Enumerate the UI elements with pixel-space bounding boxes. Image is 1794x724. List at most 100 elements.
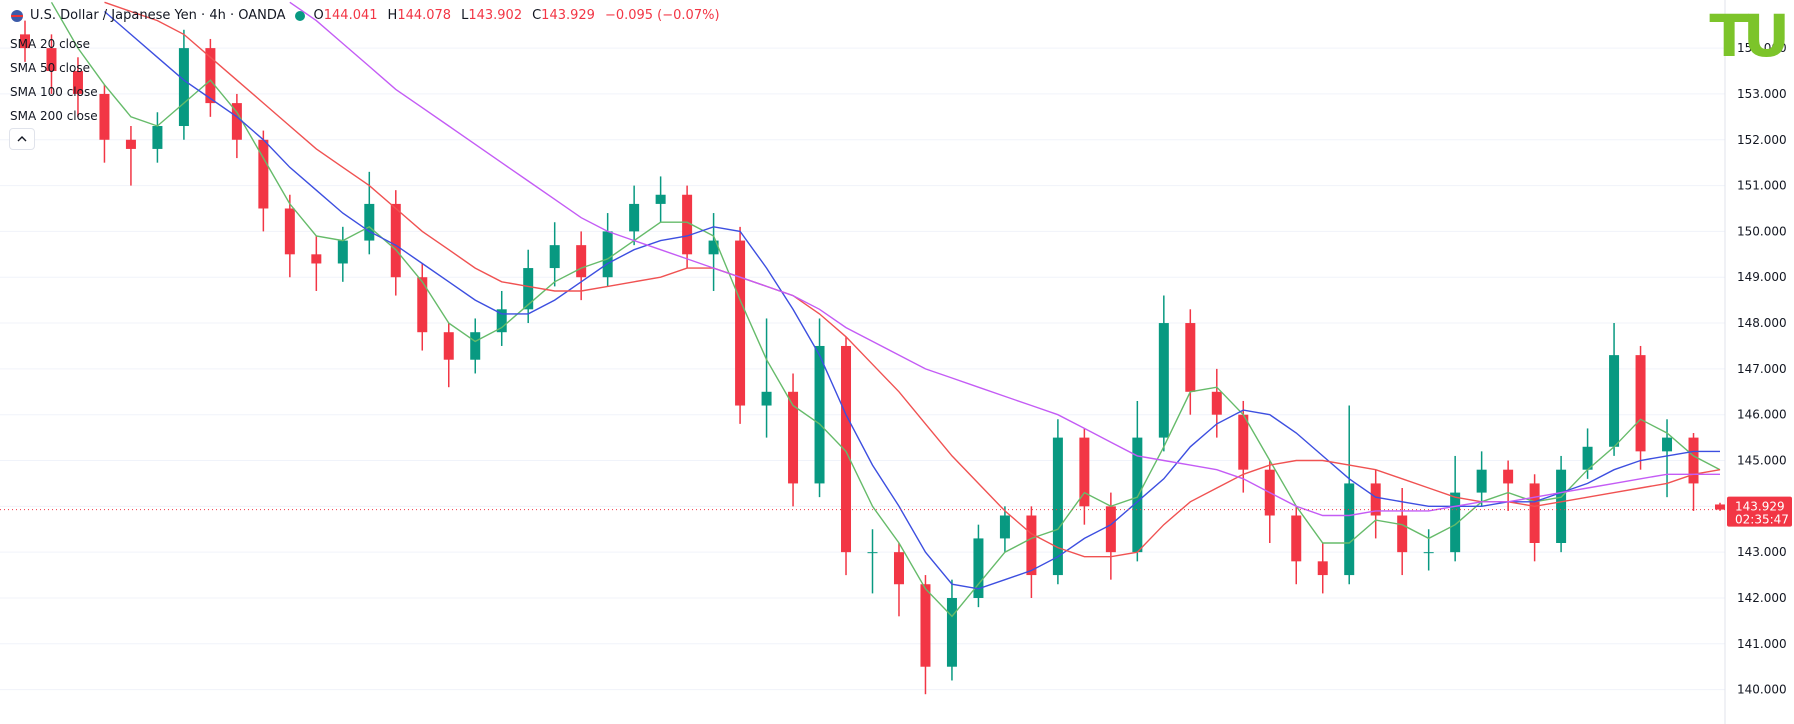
symbol: U.S. Dollar / Japanese Yen · 4h · OANDA (30, 8, 286, 23)
ohlc-key: H (387, 8, 398, 23)
candle-body (258, 139, 269, 209)
y-tick-label: 140.000 (1737, 683, 1787, 697)
candle-body (1715, 504, 1725, 510)
y-tick-label: 151.000 (1737, 179, 1787, 193)
candle-body (1635, 355, 1646, 452)
y-tick-label: 141.000 (1737, 637, 1787, 651)
y-tick-label: 145.000 (1737, 454, 1787, 468)
candle-body (602, 231, 613, 278)
candle-body (125, 139, 136, 149)
series (20, 1, 1725, 695)
ohlc-value: 143.902 (468, 8, 523, 23)
candle-body (99, 93, 110, 140)
y-tick-label: 148.000 (1737, 316, 1787, 330)
candle-body (496, 309, 507, 333)
candle-body (1529, 483, 1540, 543)
logo: TU (1709, 2, 1790, 70)
sma-line (104, 1, 1721, 558)
candle-body (1238, 414, 1249, 470)
candle-body (682, 194, 693, 255)
candle-body (1132, 437, 1143, 553)
candle-body (523, 268, 534, 310)
candle-body (841, 345, 852, 553)
y-tick-label: 147.000 (1737, 362, 1787, 376)
last-price-box (1727, 496, 1792, 527)
candle-body (364, 203, 375, 241)
ohlc-value: 144.041 (323, 8, 378, 23)
candle-body (629, 203, 640, 232)
legend-entry: SMA 20 close (10, 37, 90, 51)
sma-line (289, 1, 1720, 517)
candle-body (1503, 469, 1514, 484)
y-tick-label: 143.000 (1737, 545, 1787, 559)
candle-body (20, 34, 30, 49)
candle-body (1105, 506, 1116, 553)
candle-body (152, 126, 163, 149)
candle-body (576, 245, 587, 278)
candle-body (72, 71, 83, 94)
candle-body (1211, 391, 1222, 415)
candle-body (1423, 552, 1434, 554)
candle-body (284, 208, 295, 255)
candle-body (973, 538, 984, 598)
candle-body (1185, 323, 1196, 392)
ohlc-key: C (532, 8, 542, 23)
y-tick-label: 153.000 (1737, 87, 1787, 101)
candle-body (814, 345, 825, 484)
status-dot (294, 10, 305, 21)
legend-entry: SMA 200 close (10, 109, 98, 123)
candle-body (443, 332, 454, 360)
legend: SMA 20 close SMA 50 close SMA 100 close SMA… (10, 32, 98, 128)
candle-body (761, 391, 772, 406)
candle-body (999, 515, 1010, 539)
candle-body (735, 240, 746, 406)
candle-body (708, 240, 719, 255)
candle-body (1609, 355, 1620, 447)
last-price-label: 143.929 (1735, 500, 1785, 514)
candle-body (390, 203, 401, 278)
candle-body (1344, 483, 1355, 576)
candle-body (1397, 515, 1408, 553)
candle-body (1317, 561, 1328, 576)
collapse-button[interactable] (9, 128, 35, 150)
candle-body (1582, 446, 1593, 470)
legend-entry: SMA 50 close (10, 61, 90, 75)
candle-body (549, 245, 560, 269)
candle-body (1026, 515, 1037, 576)
y-tick-label: 152.000 (1737, 133, 1787, 147)
candle-body (1450, 492, 1461, 553)
candle-body (46, 48, 57, 72)
candle-body (946, 597, 957, 667)
candle-body (231, 103, 242, 140)
candle-body (417, 277, 428, 333)
candle-body (1052, 437, 1063, 576)
flag-icon (11, 9, 23, 22)
y-tick-label: 146.000 (1737, 408, 1787, 422)
ohlc-key: L (461, 8, 469, 23)
price-axis (1725, 0, 1794, 724)
candle-body (1370, 483, 1381, 516)
candle-body (470, 332, 481, 360)
candle-body (1556, 469, 1567, 543)
candle-body (1476, 469, 1487, 493)
y-tick-label: 149.000 (1737, 270, 1787, 284)
change: −0.095 (−0.07%) (604, 8, 720, 23)
candle-body (788, 391, 799, 484)
candle-body (205, 48, 216, 104)
candle-body (178, 48, 189, 127)
candle-body (655, 194, 666, 204)
ohlc-key: O (313, 8, 324, 23)
countdown: 02:35:47 (1735, 513, 1789, 527)
sma-line (104, 10, 1720, 590)
candle-body (1291, 515, 1302, 562)
symbol-header: U.S. Dollar / Japanese Yen · 4h · OANDA … (10, 8, 724, 23)
chevron (17, 136, 27, 142)
candle-body (893, 552, 904, 585)
sma-line (50, 1, 1721, 618)
candle-body (311, 254, 322, 264)
ohlc-value: 144.078 (397, 8, 452, 23)
y-tick-label: 150.000 (1737, 224, 1787, 238)
ohlc-value: 143.929 (541, 8, 595, 23)
